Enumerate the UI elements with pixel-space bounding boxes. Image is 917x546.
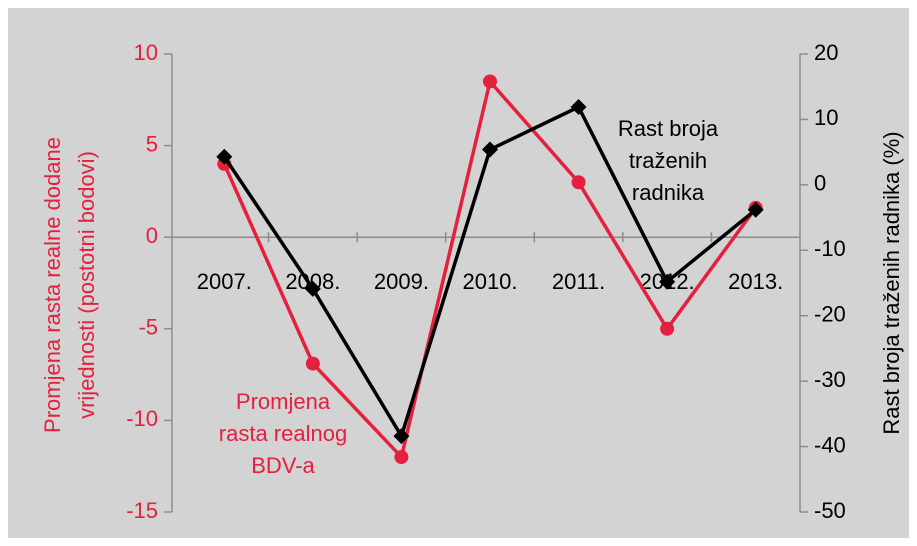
x-tick-label: 2007.: [197, 269, 252, 294]
series-label: rasta realnog: [219, 421, 347, 446]
y-tick-label: -5: [138, 315, 158, 340]
y-tick-label: -10: [126, 406, 158, 431]
y-tick-label: 0: [146, 223, 158, 248]
point: [482, 141, 498, 158]
x-tick-label: 2010.: [462, 269, 517, 294]
y2-tick-label: 10: [814, 105, 838, 130]
point: [659, 273, 676, 290]
y2-tick-label: -10: [814, 236, 846, 261]
y2-tick-label: 0: [814, 171, 826, 196]
series-label: Rast broja: [618, 116, 719, 141]
x-tick-label: 2011.: [552, 269, 605, 294]
y-axis-title: vrijednosti (postotni bodovi): [74, 151, 99, 419]
y-tick-label: 10: [134, 40, 158, 65]
point: [747, 201, 764, 218]
y2-tick-label: -40: [814, 432, 846, 457]
point: [304, 280, 321, 297]
point: [305, 356, 320, 371]
y2-tick-label: -30: [814, 367, 846, 392]
y2-tick-label: -20: [814, 302, 846, 327]
y-axis-title: Promjena rasta realne dodane: [40, 137, 65, 433]
point: [660, 321, 675, 336]
y2-axis-title: Rast broja traženih radnika (%): [879, 131, 904, 434]
y-tick-label: 5: [146, 131, 158, 156]
point: [483, 74, 497, 89]
x-tick-label: 2013.: [728, 269, 783, 294]
point: [216, 148, 233, 165]
series-label: BDV-a: [251, 453, 315, 478]
y2-tick-label: -50: [814, 498, 846, 523]
point: [393, 428, 410, 445]
y2-tick-label: 20: [814, 40, 838, 65]
series-label: radnika: [632, 180, 705, 205]
background: [8, 8, 909, 538]
series-label: Promjena: [236, 389, 331, 414]
point: [571, 175, 586, 190]
x-tick-label: 2009.: [374, 269, 429, 294]
y-tick-label: -15: [126, 498, 158, 523]
point: [570, 98, 587, 115]
series-label: traženih: [629, 148, 707, 173]
point: [394, 450, 409, 465]
